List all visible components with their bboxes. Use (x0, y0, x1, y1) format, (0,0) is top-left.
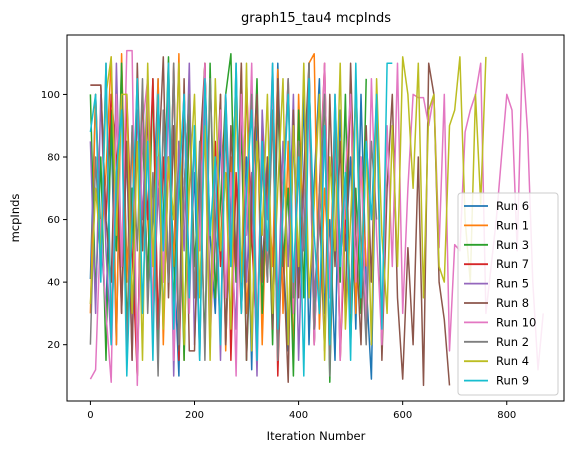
y-tick-label: 100 (41, 90, 60, 101)
x-axis: 0 200 400 600 800 (87, 401, 516, 421)
legend: Run 6 Run 1 Run 3 Run 7 Run 5 Run 8 Run 10 Run … (457, 192, 559, 396)
x-axis-label: Iteration Number (267, 429, 366, 443)
y-tick-label: 40 (47, 278, 60, 289)
legend-label: Run 3 (496, 238, 529, 252)
legend-label: Run 4 (496, 354, 529, 368)
plot-area-frame (66, 34, 565, 402)
y-tick-label: 60 (47, 215, 60, 226)
legend-label: Run 1 (496, 218, 529, 232)
chart-title: graph15_tau4 mcpInds (241, 11, 391, 26)
series-layer (89, 49, 544, 387)
legend-label: Run 8 (496, 296, 529, 310)
series-line-run-9 (89, 62, 393, 377)
legend-label: Run 10 (496, 315, 536, 329)
x-tick-label: 800 (497, 410, 516, 421)
x-tick-label: 0 (87, 410, 93, 421)
legend-label: Run 7 (496, 257, 529, 271)
y-axis: 20 40 60 80 100 (41, 90, 67, 351)
y-tick-label: 20 (47, 340, 60, 351)
x-tick-label: 200 (185, 410, 204, 421)
x-tick-label: 400 (289, 410, 308, 421)
legend-label: Run 5 (496, 277, 529, 291)
y-tick-label: 80 (47, 153, 60, 164)
y-axis-label: mcpInds (8, 194, 22, 243)
x-tick-label: 600 (393, 410, 412, 421)
legend-label: Run 6 (496, 199, 529, 213)
legend-box (457, 192, 559, 396)
legend-label: Run 9 (496, 374, 529, 388)
legend-label: Run 2 (496, 335, 529, 349)
